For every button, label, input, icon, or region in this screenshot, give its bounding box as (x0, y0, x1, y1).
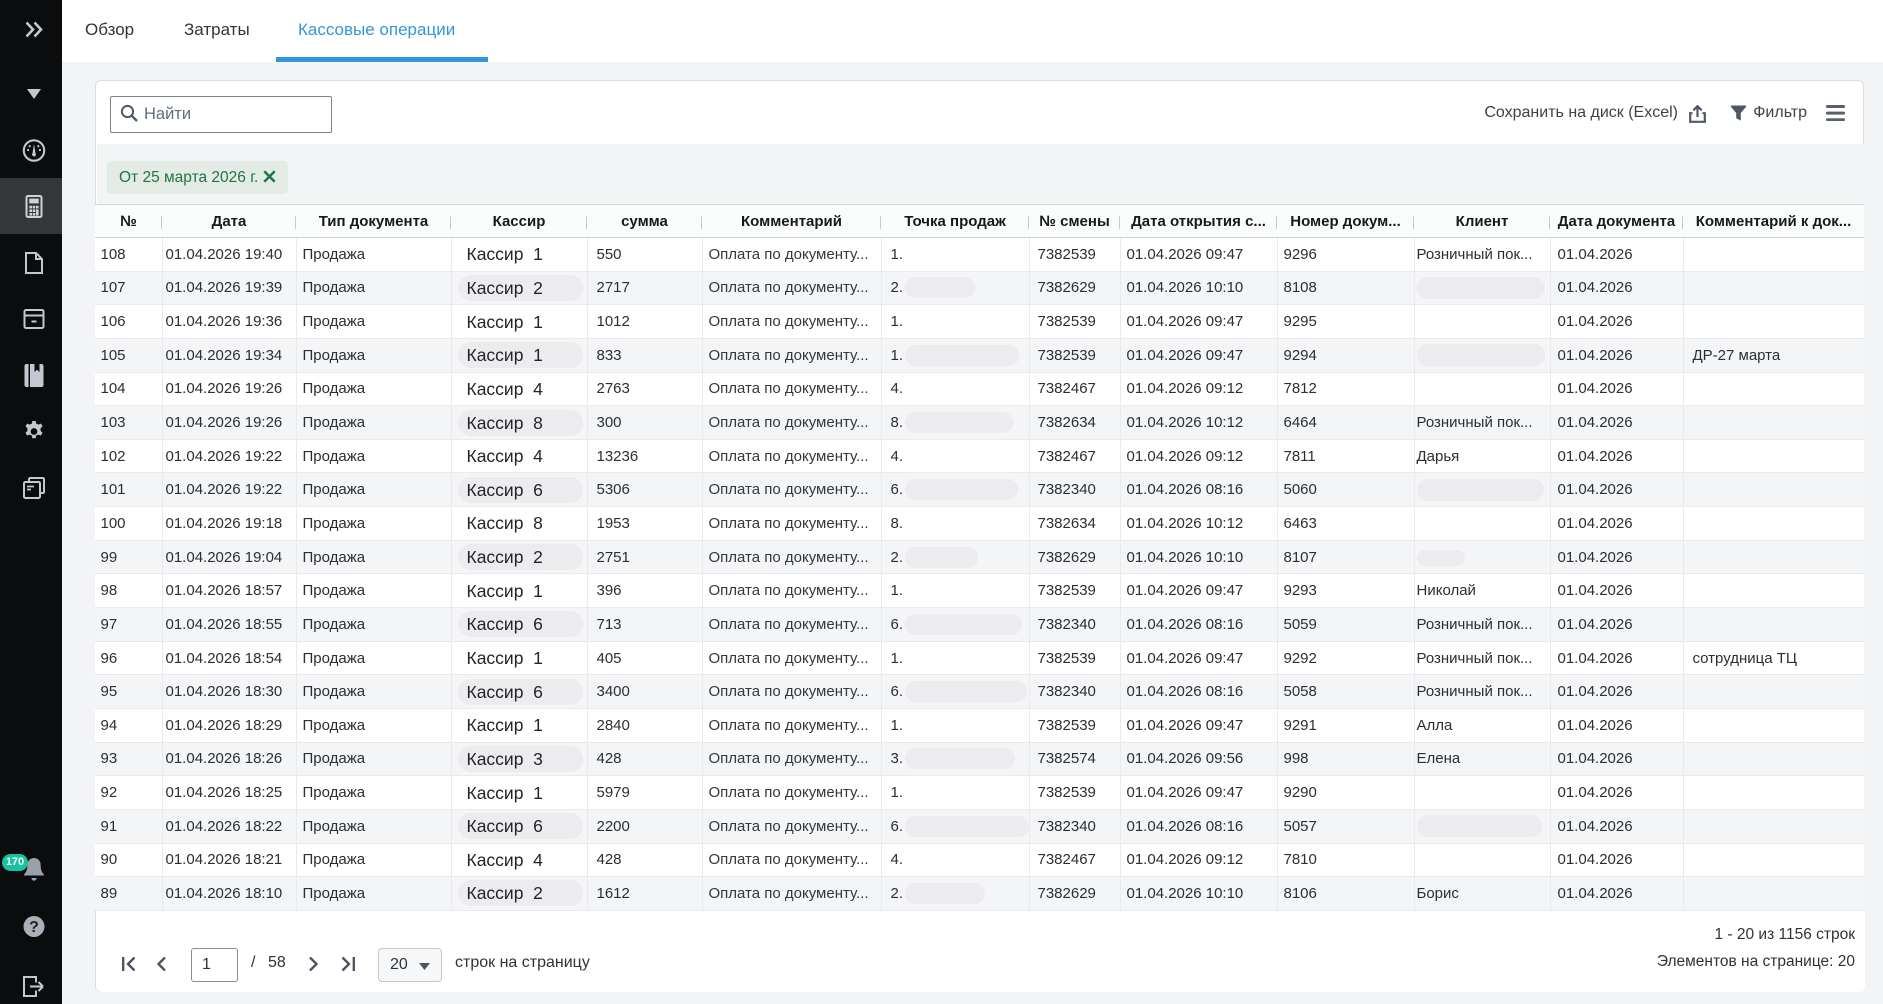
svg-text:?: ? (29, 919, 39, 936)
